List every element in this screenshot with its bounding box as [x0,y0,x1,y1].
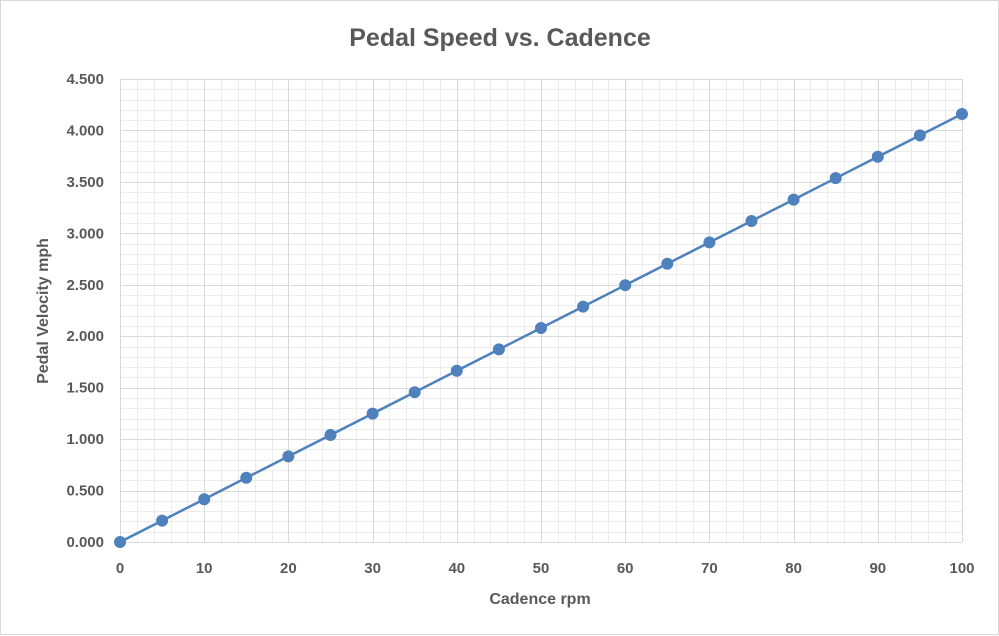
data-point [492,343,505,356]
data-point [577,300,590,313]
x-tick-label: 30 [364,560,381,577]
data-point [156,514,169,527]
y-tick-label: 2.500 [66,277,104,294]
y-tick-label: 2.000 [66,328,104,345]
y-tick-label: 0.500 [66,483,104,500]
y-tick-label: 1.000 [66,431,104,448]
major-gridlines [120,79,963,543]
data-point [450,364,463,377]
x-tick-label: 80 [785,560,802,577]
chart-title: Pedal Speed vs. Cadence [349,24,651,52]
data-point [703,236,716,249]
x-axis-title: Cadence rpm [489,591,590,608]
x-tick-label: 20 [280,560,297,577]
y-tick-label: 3.000 [66,225,104,242]
data-point [240,471,253,484]
y-tick-label: 0.000 [66,534,104,551]
y-tick-label: 1.500 [66,380,104,397]
tick-labels: 0 10 20 30 40 50 60 70 80 90 100 0.000 0.500 1.000 1.5… [66,71,974,577]
data-point [745,214,758,227]
data-point [787,193,800,206]
x-tick-label: 70 [701,560,718,577]
y-tick-label: 4.000 [66,122,104,139]
y-tick-label: 3.500 [66,174,104,191]
data-point [535,321,547,334]
data-point [956,107,968,120]
data-point [408,386,421,399]
x-tick-label: 50 [533,560,550,577]
data-point [198,493,211,506]
x-tick-label: 60 [617,560,634,577]
x-tick-label: 90 [869,560,886,577]
data-point [829,172,842,185]
y-axis-title: Pedal Velocity mph [35,238,52,384]
data-point [619,279,632,292]
data-point [114,536,126,548]
data-point [282,450,295,463]
y-tick-label: 4.500 [66,71,104,88]
data-point [366,407,379,420]
x-tick-label: 40 [448,560,465,577]
series-layer [114,107,968,548]
data-point [871,150,884,163]
data-point [661,257,674,270]
x-tick-label: 10 [196,560,213,577]
data-point [913,129,926,142]
x-tick-label: 100 [949,560,974,577]
x-tick-label: 0 [116,560,124,577]
data-point [324,429,337,441]
